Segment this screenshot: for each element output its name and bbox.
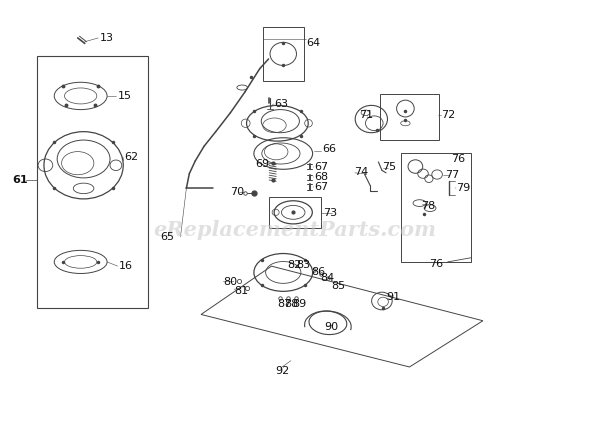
Text: 76: 76 [429, 259, 443, 269]
Bar [263, 27, 304, 81]
Text: 88: 88 [284, 299, 299, 309]
Text: 64: 64 [307, 38, 321, 48]
Text: 90: 90 [324, 322, 339, 332]
Text: 69: 69 [255, 159, 269, 169]
Text: 13: 13 [100, 33, 114, 43]
Text: 74: 74 [354, 167, 368, 176]
Bar [268, 197, 322, 228]
Text: 72: 72 [441, 110, 455, 120]
Text: 91: 91 [386, 292, 400, 302]
Text: 73: 73 [323, 208, 337, 218]
Text: 65: 65 [160, 232, 174, 242]
Bar [37, 56, 148, 308]
Text: 82: 82 [287, 260, 301, 270]
Text: 78: 78 [421, 201, 435, 211]
Text: eReplacementParts.com: eReplacementParts.com [153, 220, 437, 240]
Text: 67: 67 [314, 162, 329, 172]
Text: 77: 77 [445, 170, 459, 180]
Text: 62: 62 [124, 152, 139, 162]
Text: 76: 76 [451, 154, 465, 164]
Bar [401, 153, 471, 262]
Text: 16: 16 [119, 261, 133, 271]
Text: 67: 67 [314, 182, 329, 192]
Text: 75: 75 [382, 162, 396, 172]
Text: 81: 81 [234, 286, 248, 296]
Text: 86: 86 [312, 266, 326, 277]
Text: 89: 89 [292, 299, 306, 309]
Text: 66: 66 [323, 144, 337, 154]
Text: 61: 61 [12, 175, 28, 185]
Text: 84: 84 [320, 273, 335, 283]
Text: 79: 79 [457, 183, 471, 193]
Text: 87: 87 [277, 299, 291, 309]
Text: 71: 71 [359, 110, 373, 120]
Text: 63: 63 [274, 99, 288, 109]
Bar [380, 94, 439, 140]
Text: 85: 85 [332, 281, 346, 291]
Text: 92: 92 [276, 366, 290, 376]
Text: 15: 15 [117, 91, 132, 101]
Text: 70: 70 [231, 187, 244, 197]
Text: 68: 68 [314, 173, 329, 182]
Text: 80: 80 [224, 277, 238, 287]
Text: 83: 83 [296, 260, 310, 270]
